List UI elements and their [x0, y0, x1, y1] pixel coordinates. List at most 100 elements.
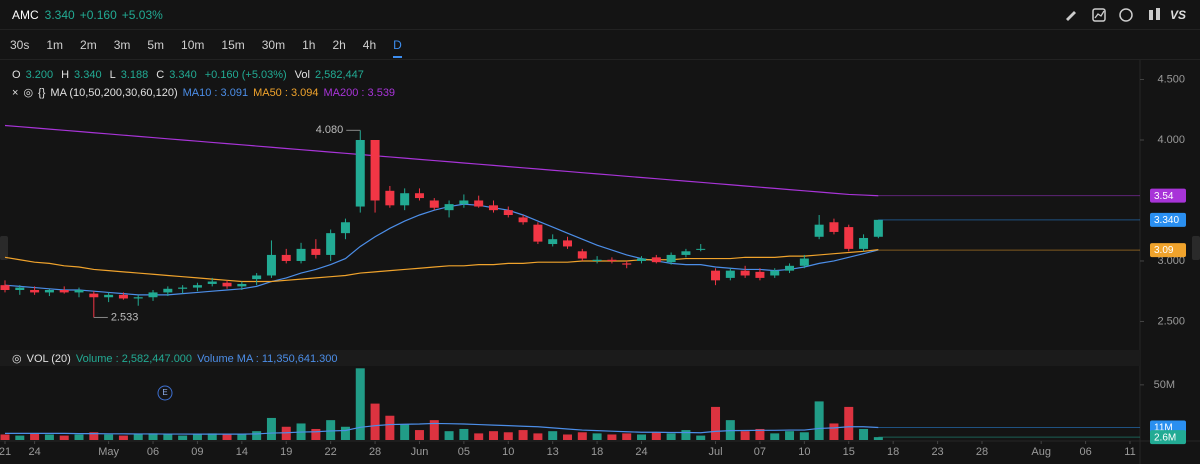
volume-bar — [785, 431, 795, 440]
candle-body — [770, 270, 780, 276]
event-marker[interactable] — [157, 385, 173, 401]
x-tick-label: 11 — [1124, 446, 1135, 458]
eye-icon[interactable]: ◎ — [12, 353, 22, 365]
candle-body — [740, 270, 750, 276]
volume-bar — [873, 437, 883, 440]
candle-body — [592, 259, 602, 261]
volume-bar — [163, 434, 173, 440]
candle-body — [548, 239, 558, 245]
right-tab[interactable] — [1192, 236, 1200, 260]
volume-bar — [814, 401, 824, 440]
candle-body — [577, 251, 587, 259]
close-icon[interactable]: × — [12, 86, 19, 99]
volume-bar — [651, 432, 661, 440]
x-tick-label: 10 — [502, 446, 514, 458]
volume-bar — [311, 428, 321, 440]
candle-body — [207, 281, 217, 284]
candle-body — [859, 237, 869, 249]
candle-body — [637, 258, 647, 261]
timeframe[interactable]: 1m — [46, 37, 64, 52]
annotation: 2.533 — [111, 311, 139, 323]
candle-body — [503, 210, 513, 215]
annotation: 4.080 — [316, 124, 344, 136]
volume-ma-line — [5, 422, 879, 435]
candle-body — [429, 200, 439, 208]
candle-body — [296, 248, 306, 261]
timeframe[interactable]: 5m — [147, 37, 165, 52]
candle-body — [281, 254, 291, 261]
badge-label: 2.6M — [1154, 432, 1176, 443]
timeframe-bar: 30s 1m 2m 3m 5m 10m 15m 30m 1h 2h 4h D — [0, 30, 1200, 60]
timeframe[interactable]: 2h — [332, 37, 346, 52]
badge-label: 3.54 — [1154, 191, 1174, 202]
settings-icon[interactable]: {} — [38, 86, 46, 99]
symbol[interactable]: AMC — [12, 7, 39, 22]
candle-body — [385, 190, 395, 206]
candle-body — [725, 270, 735, 278]
vol-key: Vol — [294, 69, 310, 81]
candle-body — [89, 293, 99, 298]
timeframe[interactable]: 10m — [181, 37, 205, 52]
candle-body — [178, 287, 188, 289]
volume-bar — [74, 434, 84, 440]
candle-body — [474, 200, 484, 207]
volume-bar — [548, 431, 558, 440]
badge — [1150, 430, 1186, 445]
left-tab[interactable] — [0, 236, 8, 260]
candle-body — [163, 288, 173, 293]
x-tick-label: 09 — [191, 446, 203, 458]
candle-body — [237, 283, 247, 287]
candle-body — [266, 254, 276, 276]
volume-bar — [355, 368, 365, 440]
candle-body — [15, 287, 25, 290]
badge — [1150, 188, 1186, 203]
x-tick-label: Jun — [411, 446, 429, 458]
timeframe[interactable]: 30s — [10, 37, 30, 52]
candle-body — [755, 271, 765, 278]
volume-bar — [400, 424, 410, 440]
timeframe[interactable]: 1h — [302, 37, 316, 52]
candle-body — [533, 224, 543, 242]
volume-bar — [666, 433, 676, 440]
volume-bar — [681, 430, 691, 440]
toolbar-vs[interactable]: VS — [1170, 7, 1187, 22]
volume-bar — [444, 431, 454, 440]
x-tick-label: 22 — [325, 446, 337, 458]
candle-body — [133, 297, 143, 299]
volume-bar — [207, 433, 217, 440]
timeframe[interactable]: 4h — [362, 37, 377, 52]
change: +0.160 — [79, 7, 117, 22]
ohlc-value: 3.340 — [74, 69, 102, 81]
candle-body — [311, 248, 321, 255]
ohlc-key: L — [109, 69, 116, 81]
y-tick-label: 2.500 — [1157, 315, 1185, 327]
timeframe[interactable]: 3m — [113, 37, 131, 52]
volume-bar — [799, 432, 809, 440]
eye-icon[interactable]: ◎ — [23, 87, 34, 99]
x-tick-label: 18 — [887, 446, 899, 458]
volume-bar — [0, 434, 10, 440]
ohlc-value: 3.188 — [120, 69, 149, 81]
volume-bar — [503, 432, 513, 440]
candle-body — [607, 259, 617, 261]
ma-legend: × ◎ {} MA (10,50,200,30,60,120) MA10 : 3… — [12, 86, 396, 100]
badge-label: 11M — [1154, 423, 1173, 434]
badge — [1150, 243, 1186, 258]
ma-legend-item: MA200 : 3.539 — [323, 86, 396, 99]
volume-bar — [222, 434, 232, 440]
x-tick-label: 15 — [843, 446, 855, 458]
volume-bar — [30, 433, 40, 440]
timeframe[interactable]: 15m — [221, 37, 245, 52]
x-tick-label: 28 — [976, 446, 988, 458]
candle-body — [252, 275, 262, 280]
ma-line — [4, 249, 879, 283]
candle-body — [829, 222, 839, 232]
y-tick-label: 4.500 — [1157, 73, 1185, 85]
x-tick-label: 19 — [280, 446, 292, 458]
volume-bar — [844, 406, 854, 440]
timeframe[interactable]: 30m — [261, 37, 286, 52]
timeframe[interactable]: 2m — [80, 37, 97, 52]
candle-body — [814, 224, 824, 237]
timeframe[interactable]: D — [393, 32, 402, 58]
volume-bar — [829, 423, 839, 440]
